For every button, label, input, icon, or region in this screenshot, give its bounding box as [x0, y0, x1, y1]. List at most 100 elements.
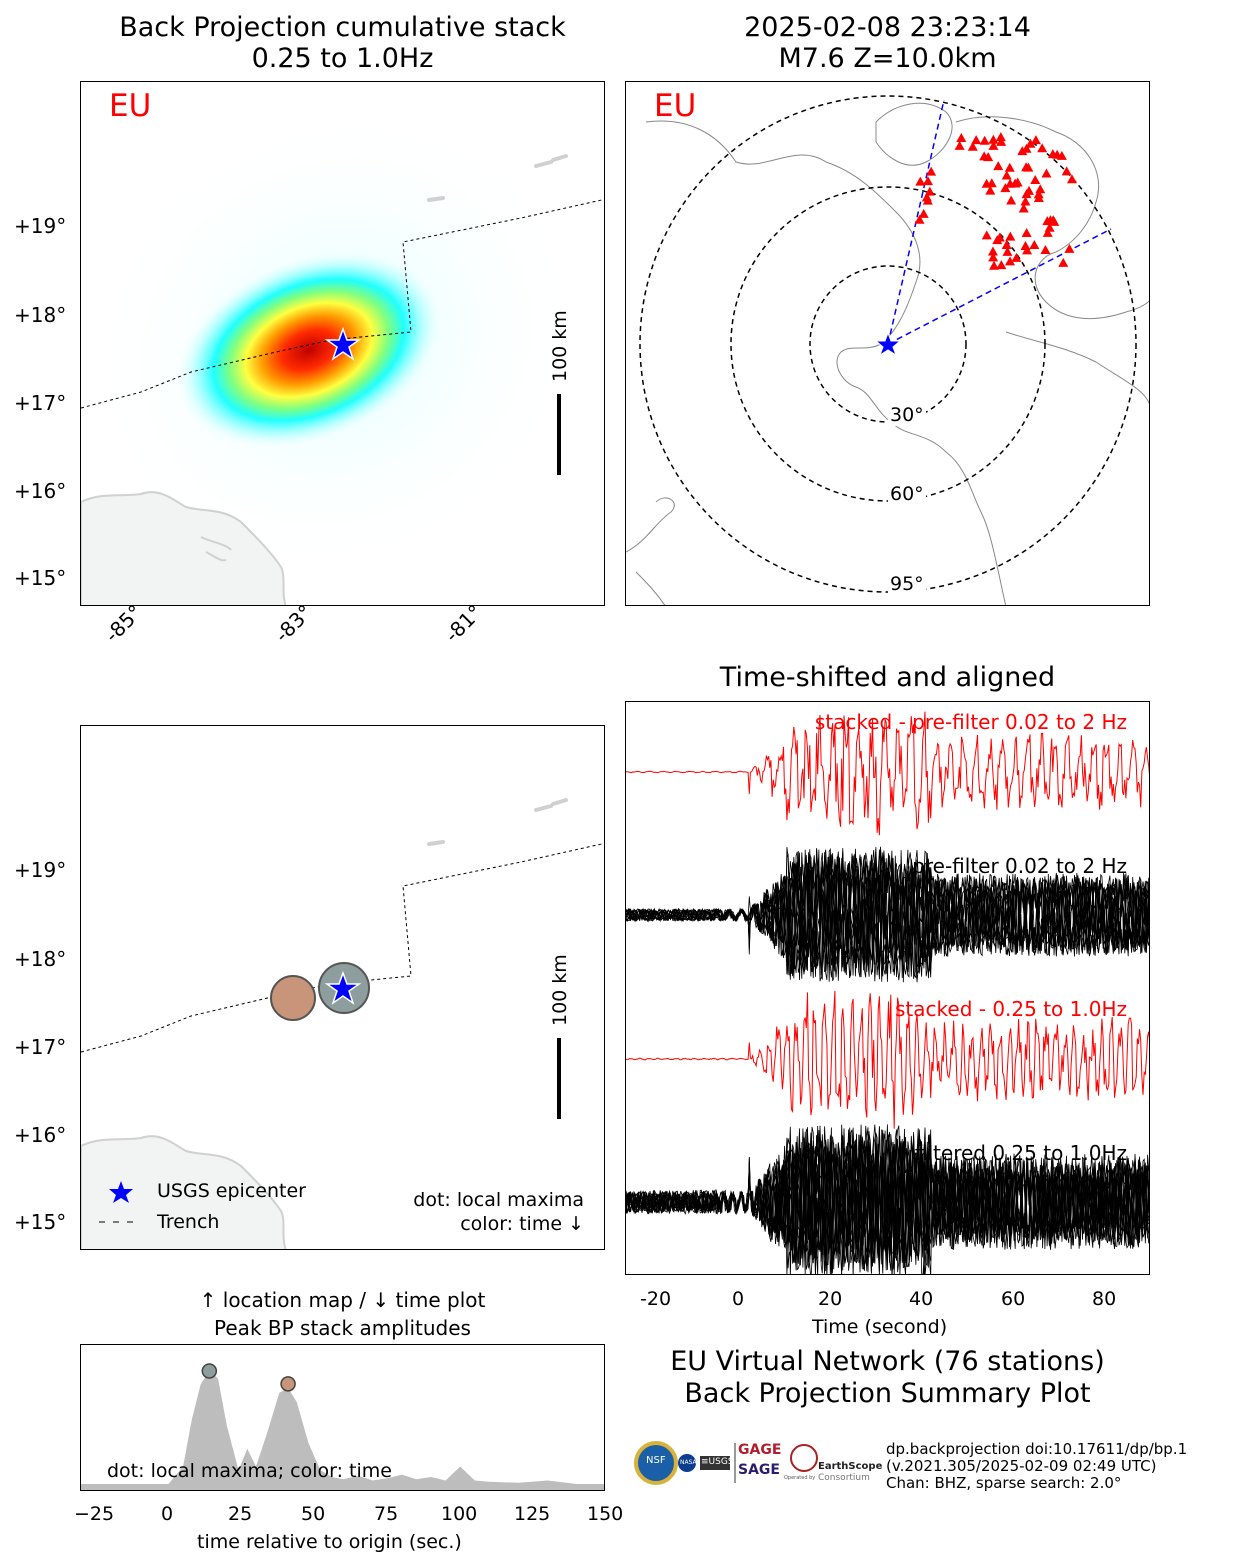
amp-note: dot: local maxima; color: time: [107, 1460, 392, 1482]
summary-line1: EU Virtual Network (76 stations): [670, 1346, 1105, 1377]
footer-line2: (v.2021.305/2025-02-09 02:49 UTC): [886, 1457, 1157, 1475]
epicenter-star: [324, 326, 362, 361]
station-triangle: [1005, 231, 1016, 241]
label-filt: filtered 0.25 to 1.0Hz: [914, 1141, 1127, 1165]
stations: [914, 132, 1077, 270]
station-triangle: [918, 208, 929, 218]
station-triangle: [1042, 227, 1053, 237]
station-triangle: [1025, 138, 1036, 148]
station-triangle: [1021, 228, 1032, 238]
lat-tick: +18°: [14, 303, 67, 327]
wave-xtick: 40: [909, 1288, 934, 1310]
station-triangle: [1018, 203, 1029, 213]
station-triangle: [996, 260, 1007, 270]
earthscope-logo: [790, 1444, 818, 1472]
station-triangle: [983, 152, 994, 162]
nsf-text: NSF: [646, 1455, 666, 1466]
top-left-title-line2: 0.25 to 1.0Hz: [251, 43, 434, 74]
maxima-note-line1: dot: local maxima: [413, 1189, 584, 1211]
waveform-trace: [626, 848, 1149, 979]
bp-heatmap-map: EU 100 km: [80, 81, 605, 606]
amp-xtick: 25: [228, 1503, 253, 1525]
nsf-logo: [634, 1441, 678, 1485]
waveform-trace: [626, 1124, 1149, 1274]
trench-line: [81, 842, 604, 1053]
station-triangle: [914, 214, 925, 224]
station-triangle: [1029, 239, 1040, 249]
amp-xtick: 75: [374, 1503, 399, 1525]
station-triangle: [915, 176, 926, 186]
top-left-title: Back Projection cumulative stack 0.25 to…: [80, 12, 605, 74]
amplitude-maximum-dot-2: [280, 1376, 296, 1392]
ring-30: [809, 265, 967, 423]
event-magnitude: M7.6 Z=10.0km: [778, 43, 997, 74]
station-triangle: [926, 166, 937, 176]
station-triangle: [1017, 146, 1028, 156]
station-triangle: [988, 140, 999, 150]
land-honduras: [81, 491, 287, 605]
station-triangle: [1001, 170, 1012, 180]
station-triangle: [985, 185, 996, 195]
station-triangle: [996, 136, 1007, 146]
amplitude-area: [81, 1370, 604, 1490]
maxima-note-line2: color: time ↓: [460, 1213, 584, 1235]
footer-text: dp.backprojection doi:10.17611/dp/bp.1 (…: [886, 1441, 1187, 1492]
sage-text: SAGE: [738, 1462, 780, 1478]
station-triangle: [995, 132, 1006, 142]
scale-label: 100 km: [549, 310, 571, 382]
earthscope-text: EarthScope: [818, 1461, 883, 1472]
waveform-trace: [626, 849, 1149, 981]
legend-trench-label: Trench: [157, 1211, 220, 1233]
station-triangle: [1064, 243, 1075, 253]
lat-tick: +17°: [14, 1035, 67, 1059]
nasa-text: NASA: [680, 1459, 697, 1466]
station-triangle: [1040, 245, 1051, 255]
top-left-title-line1: Back Projection cumulative stack: [119, 12, 566, 43]
lat-tick: +19°: [14, 858, 67, 882]
lon-tick: -85°: [100, 599, 148, 647]
region-label: EU: [654, 88, 697, 124]
lon-tick: -81°: [440, 599, 488, 647]
summary-line2: Back Projection Summary Plot: [684, 1378, 1091, 1409]
amp-title-line2: Peak BP stack amplitudes: [214, 1316, 471, 1340]
greenland-outline: [875, 102, 953, 166]
heat-blob: [176, 251, 442, 449]
station-triangle: [1020, 196, 1031, 206]
summary-title: EU Virtual Network (76 stations) Back Pr…: [625, 1346, 1150, 1410]
station-triangle: [979, 135, 990, 145]
consortium-text: Consortium: [818, 1473, 870, 1483]
station-triangle: [1004, 162, 1015, 172]
lat-tick: +19°: [14, 214, 67, 238]
station-triangle: [981, 230, 992, 240]
wave-xtick: -20: [640, 1288, 672, 1310]
station-triangle: [1001, 239, 1012, 249]
legend-epicenter-label: USGS epicenter: [157, 1180, 306, 1202]
station-triangle: [1066, 174, 1077, 184]
usgs-text: ≡USGS: [701, 1457, 734, 1467]
lat-tick: +15°: [14, 566, 67, 590]
station-triangle: [1006, 195, 1017, 205]
waveform-trace: [626, 1127, 1149, 1274]
north-america-outline: [645, 120, 1007, 605]
station-triangle: [1041, 168, 1052, 178]
top-right-title: 2025-02-08 23:23:14 M7.6 Z=10.0km: [625, 12, 1150, 74]
amp-xlabel: time relative to origin (sec.): [197, 1531, 462, 1553]
station-triangle: [1058, 257, 1069, 267]
epicenter-star: [324, 970, 362, 1005]
local-maximum-dot-2: [270, 975, 316, 1021]
station-triangle: [1024, 185, 1035, 195]
station-triangle: [988, 252, 999, 262]
waveform-trace: [626, 1125, 1149, 1274]
station-triangle: [986, 178, 997, 188]
lat-tick: +18°: [14, 947, 67, 971]
label-stacked-filt: stacked - 0.25 to 1.0Hz: [895, 997, 1127, 1021]
label-pre: pre-filter 0.02 to 2 Hz: [912, 854, 1127, 878]
waveforms-title: Time-shifted and aligned: [719, 662, 1056, 693]
amp-xtick: 100: [441, 1503, 478, 1525]
lat-tick: +16°: [14, 1123, 67, 1147]
station-triangle: [1033, 192, 1044, 202]
scale-label: 100 km: [549, 954, 571, 1026]
station-triangle: [1005, 178, 1016, 188]
coast-detail: [200, 536, 232, 562]
amp-xtick: 125: [514, 1503, 551, 1525]
